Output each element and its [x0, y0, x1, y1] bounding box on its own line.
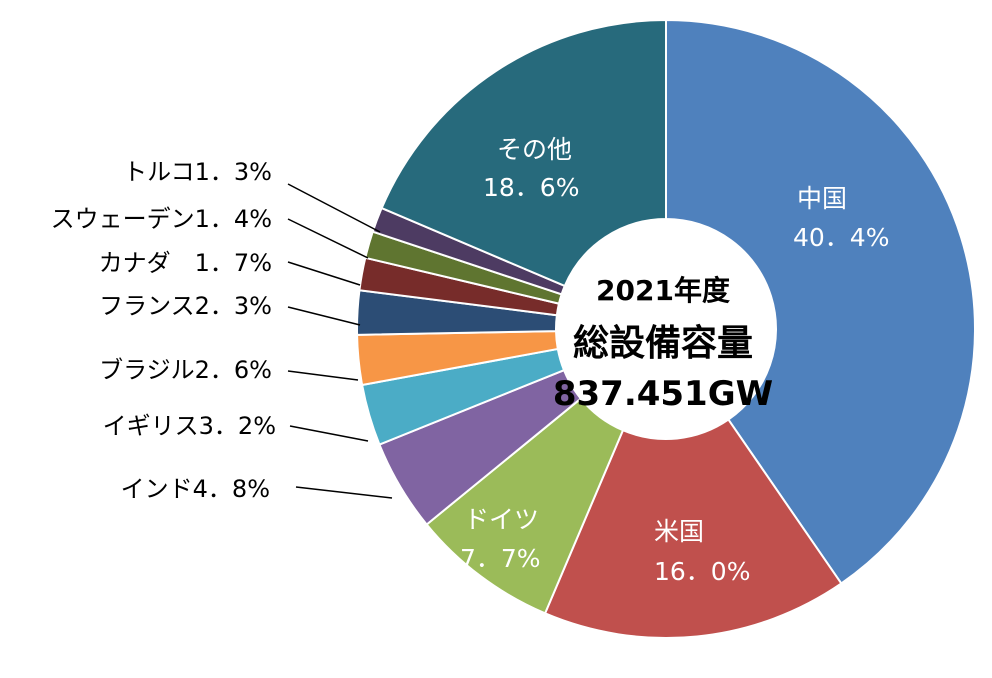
slice-10	[380, 18, 667, 288]
leader-line	[287, 218, 369, 259]
slice-name-label: その他	[497, 135, 572, 164]
slice-value-label: 16．0%	[654, 557, 750, 586]
leader-line	[295, 486, 393, 499]
slice-labels: 中国 40．4% 米国 16．0% ドイツ 7．7% インド4．8% イギリス3．2% ブラジル…	[51, 135, 890, 586]
slice-outside-label: カナダ 1．7%	[99, 249, 272, 277]
center-title: 総設備容量	[573, 323, 753, 364]
slice-outside-label: フランス2．3%	[99, 292, 272, 320]
slice-value-label: 7．7%	[460, 544, 541, 573]
chart-slices	[356, 18, 976, 639]
leader-line	[289, 425, 369, 442]
center-year: 2021年度	[596, 274, 730, 307]
slice-name-label: 米国	[654, 517, 704, 546]
slice-outside-label: ブラジル2．6%	[99, 356, 272, 384]
leader-line	[287, 183, 381, 233]
leader-line	[287, 306, 361, 326]
slice-outside-label: インド4．8%	[121, 475, 270, 503]
slice-name-label: ドイツ	[464, 505, 539, 534]
slice-name-label: 中国	[797, 184, 847, 213]
slice-outside-label: トルコ1．3%	[123, 158, 272, 186]
slice-0	[665, 18, 976, 585]
leader-line	[287, 370, 359, 381]
slice-value-label: 40．4%	[793, 223, 889, 252]
slice-value-label: 18．6%	[483, 173, 579, 202]
leader-lines	[287, 183, 393, 499]
center-value: 837.451GW	[553, 374, 773, 414]
slice-outside-label: スウェーデン1．4%	[51, 205, 272, 233]
center-label: 2021年度 総設備容量 837.451GW	[553, 274, 773, 414]
slice-outside-label: イギリス3．2%	[103, 412, 276, 440]
slice-1	[543, 418, 843, 639]
leader-line	[287, 261, 361, 286]
